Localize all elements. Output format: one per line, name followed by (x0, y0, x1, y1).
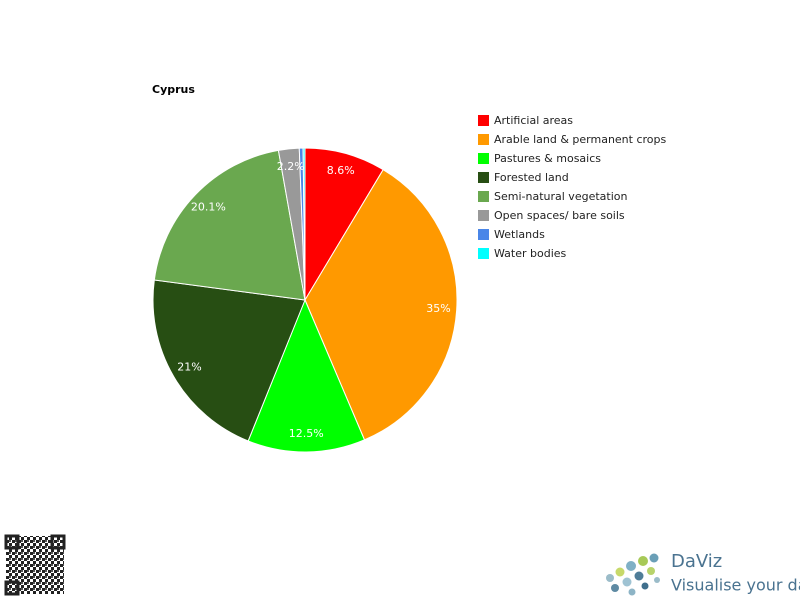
legend-label: Forested land (494, 171, 569, 184)
pie-slice (153, 149, 306, 301)
qr-corner (4, 534, 20, 550)
slice-label: 12.5% (289, 427, 324, 440)
qr-corner (4, 580, 20, 596)
legend: Artificial areas Arable land & permanent … (478, 114, 667, 260)
legend-label: Open spaces/ bare soils (494, 209, 625, 222)
legend-swatch (478, 172, 489, 183)
logo-dots (606, 553, 660, 596)
legend-swatch (478, 210, 489, 221)
legend-label: Wetlands (494, 228, 545, 241)
legend-swatch (478, 134, 489, 145)
legend-label: Artificial areas (494, 114, 573, 127)
pie-slice (304, 168, 458, 441)
logo-name: DaViz (671, 551, 722, 572)
qr-corner (50, 534, 66, 550)
slice-labels: 8.6% 35% 12.5% 21% 20.1% 2.2% (177, 160, 450, 440)
legend-label: Arable land & permanent crops (494, 133, 667, 146)
slice-label: 8.6% (327, 164, 355, 177)
slice-label: 20.1% (191, 201, 226, 214)
legend-label: Pastures & mosaics (494, 152, 601, 165)
pie-slice (302, 147, 306, 301)
legend-swatch (478, 229, 489, 240)
slice-label: 2.2% (277, 160, 305, 173)
legend-label: Water bodies (494, 247, 567, 260)
slice-label: 35% (426, 302, 450, 315)
logo-tagline: Visualise your data (671, 576, 800, 595)
legend-swatch (478, 153, 489, 164)
pie-slice (152, 279, 306, 442)
legend-label: Semi-natural vegetation (494, 190, 627, 203)
legend-swatch (478, 115, 489, 126)
pie (152, 147, 458, 453)
legend-swatch (478, 248, 489, 259)
pie-slice (247, 298, 366, 453)
chart-title: Cyprus (152, 83, 195, 96)
qr-code (6, 536, 64, 594)
slice-label: 21% (177, 360, 201, 373)
legend-swatch (478, 191, 489, 202)
